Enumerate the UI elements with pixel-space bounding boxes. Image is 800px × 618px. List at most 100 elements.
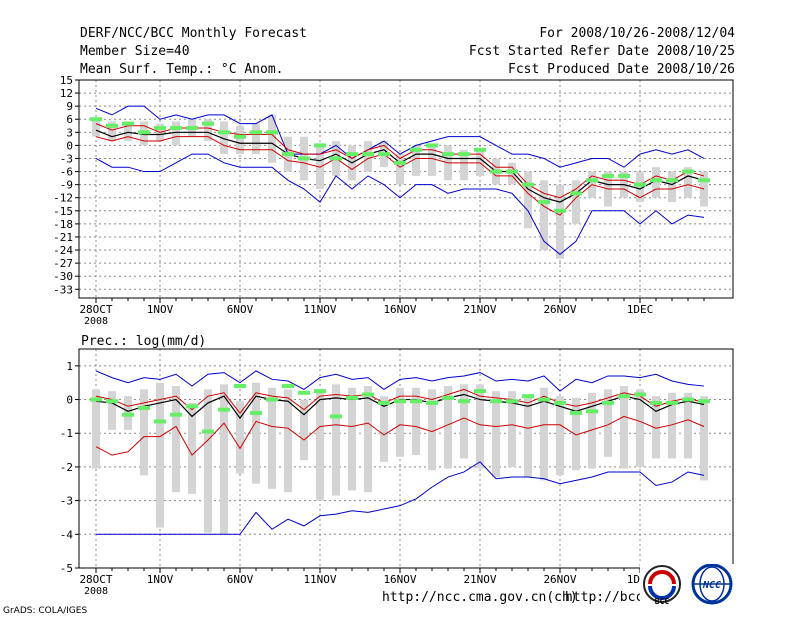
spread-bar	[268, 387, 276, 489]
spread-bar	[556, 184, 564, 259]
y-tick-label: 12	[60, 87, 73, 100]
observed-mark	[298, 390, 310, 395]
spread-bar	[108, 121, 116, 142]
spread-bar	[636, 171, 644, 203]
spread-bar	[236, 125, 244, 155]
observed-mark	[378, 400, 390, 405]
y-tick-label: 1	[66, 360, 73, 373]
spread-bar	[396, 154, 404, 185]
observed-mark	[346, 395, 358, 400]
y-tick-label: -27	[53, 257, 73, 270]
y-tick-label: -18	[53, 218, 73, 231]
observed-mark	[650, 400, 662, 405]
spread-bar	[92, 389, 100, 469]
spread-bar	[668, 171, 676, 203]
observed-mark	[698, 178, 710, 183]
url-bcc[interactable]: http://bcc.	[565, 590, 652, 605]
x-tick-label: 26NOV	[543, 573, 576, 586]
observed-mark	[682, 169, 694, 174]
url-ncc[interactable]: http://ncc.cma.gov.cn(ch)	[382, 590, 578, 605]
observed-mark	[586, 178, 598, 183]
spread-bar	[268, 114, 276, 163]
y-tick-label: -6	[60, 166, 73, 179]
observed-mark	[506, 399, 518, 404]
observed-mark	[218, 407, 230, 412]
y-tick-label: -3	[60, 495, 73, 508]
x-tick-label: 6NOV	[227, 573, 254, 586]
observed-mark	[394, 399, 406, 404]
observed-mark	[202, 429, 214, 434]
spread-bar	[204, 119, 212, 142]
y-tick-label: 6	[66, 113, 73, 126]
observed-mark	[570, 411, 582, 416]
spread-bar	[540, 387, 548, 481]
x-tick-sublabel: 2008	[84, 316, 108, 327]
spread-bar	[140, 389, 148, 476]
observed-mark	[554, 400, 566, 405]
observed-mark	[490, 399, 502, 404]
observed-mark	[666, 178, 678, 183]
y-tick-label: 0	[66, 394, 73, 407]
x-tick-label: 16NOV	[383, 303, 416, 316]
spread-bar	[412, 145, 420, 176]
spread-bar	[156, 382, 164, 528]
spread-bar	[508, 391, 516, 467]
upper-bound-line	[95, 370, 705, 392]
observed-mark	[378, 152, 390, 157]
observed-mark	[538, 200, 550, 205]
panel-title: Prec.: log(mm/d)	[81, 334, 206, 349]
y-tick-label: -30	[53, 270, 73, 283]
observed-mark	[138, 405, 150, 410]
svg-text:NCC: NCC	[702, 580, 721, 591]
y-tick-label: -24	[53, 244, 73, 257]
y-tick-label: -5	[60, 562, 73, 575]
forecast-period: For 2008/10/26-2008/12/04	[539, 26, 735, 41]
x-tick-label: 11NOV	[303, 573, 336, 586]
fcst-produced-date: Fcst Produced Date 2008/10/26	[508, 62, 735, 77]
logo-area: BCC NCC	[640, 564, 735, 606]
spread-bar	[604, 389, 612, 457]
spread-bar	[460, 149, 468, 181]
observed-mark	[586, 409, 598, 414]
spread-bar	[636, 389, 644, 467]
observed-mark	[282, 384, 294, 389]
observed-mark	[442, 395, 454, 400]
y-tick-label: 3	[66, 126, 73, 139]
spread-bar	[572, 180, 580, 224]
observed-mark	[106, 399, 118, 404]
plot-frame	[78, 79, 734, 299]
p25-line	[95, 415, 705, 456]
spread-bar	[572, 397, 580, 471]
spread-bar	[460, 384, 468, 459]
spread-bar	[316, 389, 324, 501]
spread-bar	[220, 384, 228, 535]
observed-mark	[170, 125, 182, 130]
x-tick-label: 21NOV	[463, 573, 496, 586]
observed-mark	[426, 143, 438, 148]
observed-mark	[266, 130, 278, 135]
spread-bar	[220, 121, 228, 155]
observed-mark	[362, 392, 374, 397]
observed-mark	[682, 397, 694, 402]
observed-mark	[362, 152, 374, 157]
observed-mark	[426, 400, 438, 405]
observed-mark	[490, 169, 502, 174]
x-tick-label: 6NOV	[227, 303, 254, 316]
spread-bar	[252, 123, 260, 155]
observed-mark	[122, 412, 134, 417]
observed-mark	[522, 182, 534, 187]
y-tick-label: 0	[66, 139, 73, 152]
observed-mark	[650, 178, 662, 183]
spread-bar	[524, 394, 532, 478]
observed-mark	[538, 397, 550, 402]
spread-bar	[444, 386, 452, 469]
spread-bar	[204, 389, 212, 533]
variable-label: Mean Surf. Temp.: °C Anom.	[80, 62, 284, 77]
y-tick-label: -15	[53, 205, 73, 218]
observed-mark	[154, 419, 166, 424]
fcst-started-date: Fcst Started Refer Date 2008/10/25	[468, 44, 735, 59]
spread-bar	[172, 386, 180, 493]
y-tick-label: 15	[60, 74, 73, 87]
